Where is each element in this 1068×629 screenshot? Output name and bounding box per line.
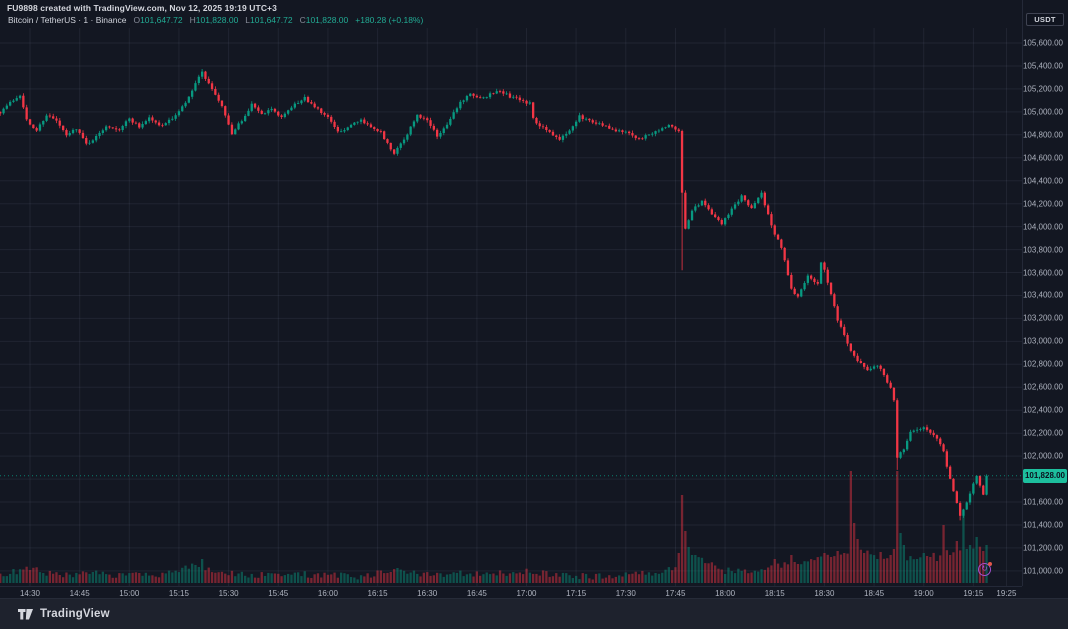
time-tick-label: 17:00 <box>516 589 537 598</box>
price-tick-label: 105,400.00 <box>1022 61 1063 71</box>
bar-replay-icon[interactable]: ↻ <box>978 562 992 576</box>
time-tick-label: 15:45 <box>268 589 289 598</box>
price-tick-label: 101,400.00 <box>1022 520 1063 530</box>
price-tick-label: 102,000.00 <box>1022 451 1063 461</box>
time-tick-label: 15:15 <box>168 589 189 598</box>
price-axis[interactable]: USDT 105,600.00 105,400.00 105,200.00 105,0… <box>1022 0 1068 586</box>
currency-toggle-button[interactable]: USDT <box>1026 13 1064 26</box>
footer-bar: TradingView <box>0 598 1068 629</box>
price-tick-label: 105,600.00 <box>1022 38 1063 48</box>
price-tick-label: 105,000.00 <box>1022 107 1063 117</box>
legend-low: L101,647.72 <box>245 15 293 25</box>
last-price-label: 101,828.00 <box>1023 468 1067 483</box>
legend-open: O101,647.72 <box>133 15 183 25</box>
price-tick-label: 103,600.00 <box>1022 268 1063 277</box>
price-tick-label: 104,200.00 <box>1022 199 1063 209</box>
time-tick-label: 18:00 <box>715 589 736 598</box>
price-tick-label: 102,600.00 <box>1022 382 1063 392</box>
price-tick-label: 104,400.00 <box>1022 176 1063 186</box>
price-tick-label: 104,600.00 <box>1022 153 1063 163</box>
time-tick-label: 17:15 <box>566 589 587 598</box>
symbol-title: Bitcoin / TetherUS · 1 · Binance <box>8 15 127 25</box>
time-tick-label: 16:45 <box>466 589 487 598</box>
price-tick-label: 101,600.00 <box>1022 497 1063 507</box>
time-tick-label: 14:45 <box>69 589 90 598</box>
time-tick-label: 19:00 <box>913 589 934 598</box>
time-tick-label: 14:30 <box>19 589 41 598</box>
price-tick-label: 102,200.00 <box>1022 428 1063 438</box>
price-tick-label: 101,000.00 <box>1022 566 1063 576</box>
price-tick-label: 101,200.00 <box>1022 543 1063 553</box>
price-tick-label: 103,800.00 <box>1022 245 1063 255</box>
price-tick-label: 104,800.00 <box>1022 130 1063 140</box>
time-tick-label: 16:00 <box>317 589 338 598</box>
price-tick-label: 104,000.00 <box>1022 222 1063 232</box>
time-axis[interactable]: 14:30 14:45 15:00 15:15 15:30 15:45 16:00 16:15… <box>0 586 1022 598</box>
time-tick-label: 15:00 <box>119 589 140 598</box>
time-tick-label: 17:45 <box>665 589 686 598</box>
symbol-legend[interactable]: Bitcoin / TetherUS · 1 · Binance O101,64… <box>8 15 423 25</box>
time-tick-label: 16:15 <box>367 589 388 598</box>
price-tick-label: 103,200.00 <box>1022 313 1063 323</box>
legend-high: H101,828.00 <box>189 15 239 25</box>
price-tick-label: 102,800.00 <box>1022 359 1063 369</box>
tradingview-logo-icon[interactable] <box>18 608 33 620</box>
legend-close: C101,828.00 <box>299 15 349 25</box>
legend-change: +180.28 (+0.18%) <box>355 15 424 25</box>
time-tick-label: 19:25 <box>996 589 1017 598</box>
price-tick-label: 105,200.00 <box>1022 84 1063 94</box>
price-tick-label: 102,400.00 <box>1022 405 1063 415</box>
time-tick-label: 18:30 <box>814 589 835 598</box>
time-tick-label: 16:30 <box>417 589 438 598</box>
time-tick-label: 19:15 <box>963 589 984 598</box>
time-tick-label: 17:30 <box>615 589 636 598</box>
price-tick-label: 103,000.00 <box>1022 336 1063 346</box>
attribution-text: FU9898 created with TradingView.com, Nov… <box>7 3 277 13</box>
tradingview-brand-text[interactable]: TradingView <box>40 608 110 620</box>
time-tick-label: 18:45 <box>864 589 885 598</box>
time-tick-label: 15:30 <box>218 589 239 598</box>
time-tick-label: 18:15 <box>764 589 785 598</box>
price-tick-label: 103,400.00 <box>1022 290 1063 300</box>
